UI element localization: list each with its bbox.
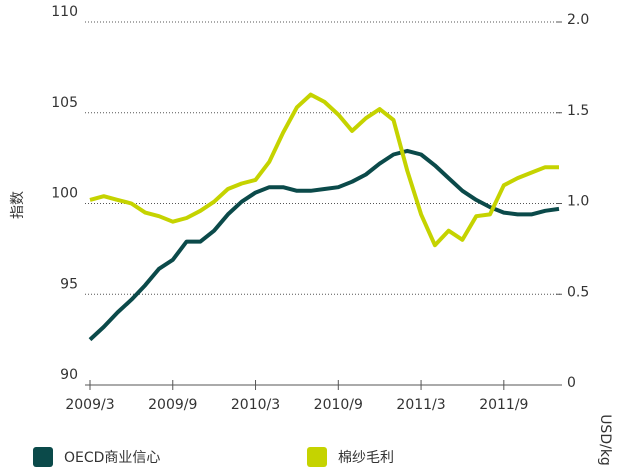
y-tick-label: 90 [60,367,78,383]
x-tick-label: 2011/9 [479,397,528,413]
legend-label: 棉纱毛利 [338,449,394,466]
legend-swatch [33,447,53,467]
x-tick-label: 2009/3 [65,397,114,413]
y-tick-label: 95 [60,276,78,292]
legend-swatch [307,447,327,467]
x-tick-label: 2010/3 [231,397,280,413]
y2-tick-label: 2.0 [567,12,589,28]
legend-label: OECD商业信心 [64,450,160,466]
x-tick-label: 2011/3 [396,397,445,413]
y2-tick-label: 1.0 [567,194,589,210]
y-tick-label: 110 [51,4,78,20]
x-tick-label: 2010/9 [314,397,363,413]
y-tick-label: 105 [51,95,78,111]
x-tick-label: 2009/9 [148,397,197,413]
y2-tick-label: 0.5 [567,284,589,300]
line-series [88,148,560,342]
y-tick-label: 100 [51,186,78,202]
line-series [89,92,559,248]
y2-tick-label: 0 [567,375,576,391]
y2-tick-label: 1.5 [567,103,589,119]
y-axis-label: 指数 [10,191,26,219]
y2-axis-label: USD/kg [597,414,613,466]
